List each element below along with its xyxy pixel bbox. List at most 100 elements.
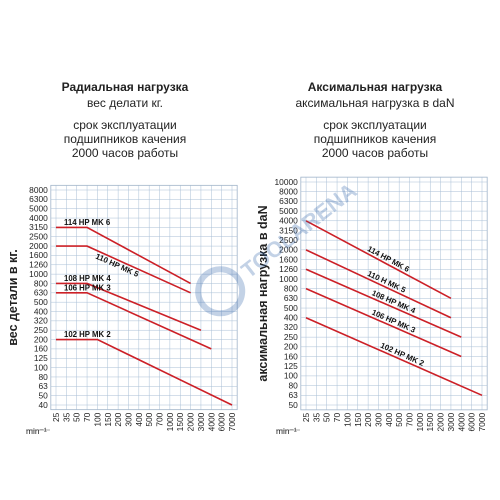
y-tick-label: 1600	[279, 254, 298, 264]
x-tick-label: 25	[301, 413, 311, 423]
y-tick-label: 200	[284, 342, 298, 352]
series-line	[305, 317, 483, 397]
y-tick-label: 6300	[29, 194, 48, 204]
x-tick-label: 4000	[206, 412, 216, 431]
series-line	[305, 287, 462, 358]
x-tick-label: 100	[92, 412, 102, 426]
series-line	[56, 245, 191, 294]
x-tick-label: 50	[322, 413, 332, 423]
x-tick-label: 150	[103, 412, 113, 426]
y-tick-label: 100	[284, 371, 298, 381]
x-tick-label: 400	[134, 412, 144, 426]
y-tick-label: 50	[38, 390, 48, 400]
y-tick-label: 200	[34, 334, 48, 344]
x-unit-label: min⁻¹	[276, 426, 297, 436]
x-tick-label: 6000	[467, 413, 477, 432]
x-tick-label: 300	[373, 413, 383, 427]
y-tick-label: 50	[288, 400, 298, 410]
radial-subtitle-5: 2000 часов работы	[71, 146, 179, 160]
y-tick-label: 5000	[279, 206, 298, 216]
x-tick-label: 500	[144, 412, 154, 426]
y-tick-label: 1000	[29, 269, 48, 279]
x-tick-label: 200	[113, 412, 123, 426]
y-tick-label: 1000	[279, 274, 298, 284]
y-tick-label: 320	[34, 316, 48, 326]
series-line	[305, 249, 452, 319]
y-tick-label: 160	[284, 351, 298, 361]
series-line	[56, 338, 233, 406]
x-tick-label: 100	[342, 413, 352, 427]
y-tick-label: 630	[284, 293, 298, 303]
y-tick-label: 250	[284, 332, 298, 342]
series-label: 102 HP MK 2	[64, 330, 111, 339]
y-tick-label: 40	[38, 400, 48, 410]
y-tick-label: 10000	[275, 177, 299, 187]
y-tick-label: 100	[34, 362, 48, 372]
y-tick-label: 3150	[29, 222, 48, 232]
y-tick-label: 4000	[29, 213, 48, 223]
y-tick-label: 800	[284, 283, 298, 293]
series-line	[56, 282, 202, 331]
radial-load-chart: 8000630050004000315025002000160012601000…	[6, 184, 238, 436]
x-tick-label: 200	[363, 413, 373, 427]
y-tick-label: 500	[284, 303, 298, 313]
x-tick-label: 6000	[217, 412, 227, 431]
series-line	[56, 226, 191, 285]
axial-load-panel: Аксимальная нагрузка аксимальная нагрузк…	[250, 0, 500, 500]
series-label: 108 HP MK 4	[64, 274, 111, 283]
y-tick-label: 6300	[279, 196, 298, 206]
x-tick-label: 3000	[446, 413, 456, 432]
radial-subtitle-3: срок эксплуатации	[73, 118, 177, 132]
x-tick-label: 1000	[415, 413, 425, 432]
y-tick-label: 3150	[279, 225, 298, 235]
plot-area	[50, 184, 238, 411]
x-tick-label: 7000	[477, 413, 487, 432]
radial-subtitle-1: вес делати кг.	[87, 96, 163, 110]
axial-subtitle-4: подшипников качения	[313, 132, 437, 146]
y-tick-label: 2500	[279, 235, 298, 245]
y-tick-label: 160	[34, 344, 48, 354]
y-tick-label: 1600	[29, 250, 48, 260]
plot-area	[300, 176, 488, 411]
axial-subtitle-1: аксимальная нагрузка в daN	[295, 96, 455, 110]
y-tick-label: 1260	[279, 264, 298, 274]
x-tick-label: 700	[405, 413, 415, 427]
y-tick-label: 125	[284, 361, 298, 371]
y-tick-label: 400	[34, 306, 48, 316]
x-tick-label: 400	[384, 413, 394, 427]
x-tick-label: 35	[61, 412, 71, 422]
series-label: 114 HP MK 6	[64, 218, 111, 227]
x-tick-label: 1500	[425, 413, 435, 432]
series-line	[305, 220, 452, 300]
radial-subtitle-4: подшипников качения	[63, 132, 187, 146]
y-tick-label: 8000	[279, 186, 298, 196]
y-axis-label: аксимальная нагрузка в daN	[256, 205, 270, 381]
x-tick-label: 2000	[186, 412, 196, 431]
y-tick-label: 2000	[29, 241, 48, 251]
x-tick-label: 1500	[175, 412, 185, 431]
y-tick-label: 250	[34, 325, 48, 335]
y-tick-label: 8000	[29, 185, 48, 195]
y-tick-label: 1260	[29, 260, 48, 270]
y-tick-label: 4000	[279, 216, 298, 226]
y-tick-label: 2500	[29, 232, 48, 242]
axial-subtitle-5: 2000 часов работы	[321, 146, 429, 160]
series-label: 106 HP MK 3	[64, 283, 111, 292]
x-tick-label: 70	[332, 413, 342, 423]
x-tick-label: 2000	[436, 413, 446, 432]
y-tick-label: 630	[34, 288, 48, 298]
y-tick-label: 63	[38, 381, 48, 391]
x-tick-label: 300	[123, 412, 133, 426]
y-tick-label: 125	[34, 353, 48, 363]
x-tick-label: 7000	[227, 412, 237, 431]
radial-load-panel: Радиальная нагрузка вес делати кг. срок …	[6, 80, 238, 436]
axial-subtitle-3: срок эксплуатации	[323, 118, 427, 132]
y-tick-label: 80	[288, 380, 298, 390]
x-tick-label: 500	[394, 413, 404, 427]
series-line	[305, 268, 462, 338]
x-tick-label: 50	[72, 412, 82, 422]
y-tick-label: 63	[288, 390, 298, 400]
y-tick-label: 5000	[29, 203, 48, 213]
x-tick-label: 35	[311, 413, 321, 423]
